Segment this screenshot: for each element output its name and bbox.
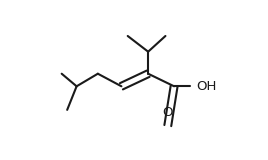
Text: OH: OH <box>196 80 217 93</box>
Text: O: O <box>163 106 173 119</box>
